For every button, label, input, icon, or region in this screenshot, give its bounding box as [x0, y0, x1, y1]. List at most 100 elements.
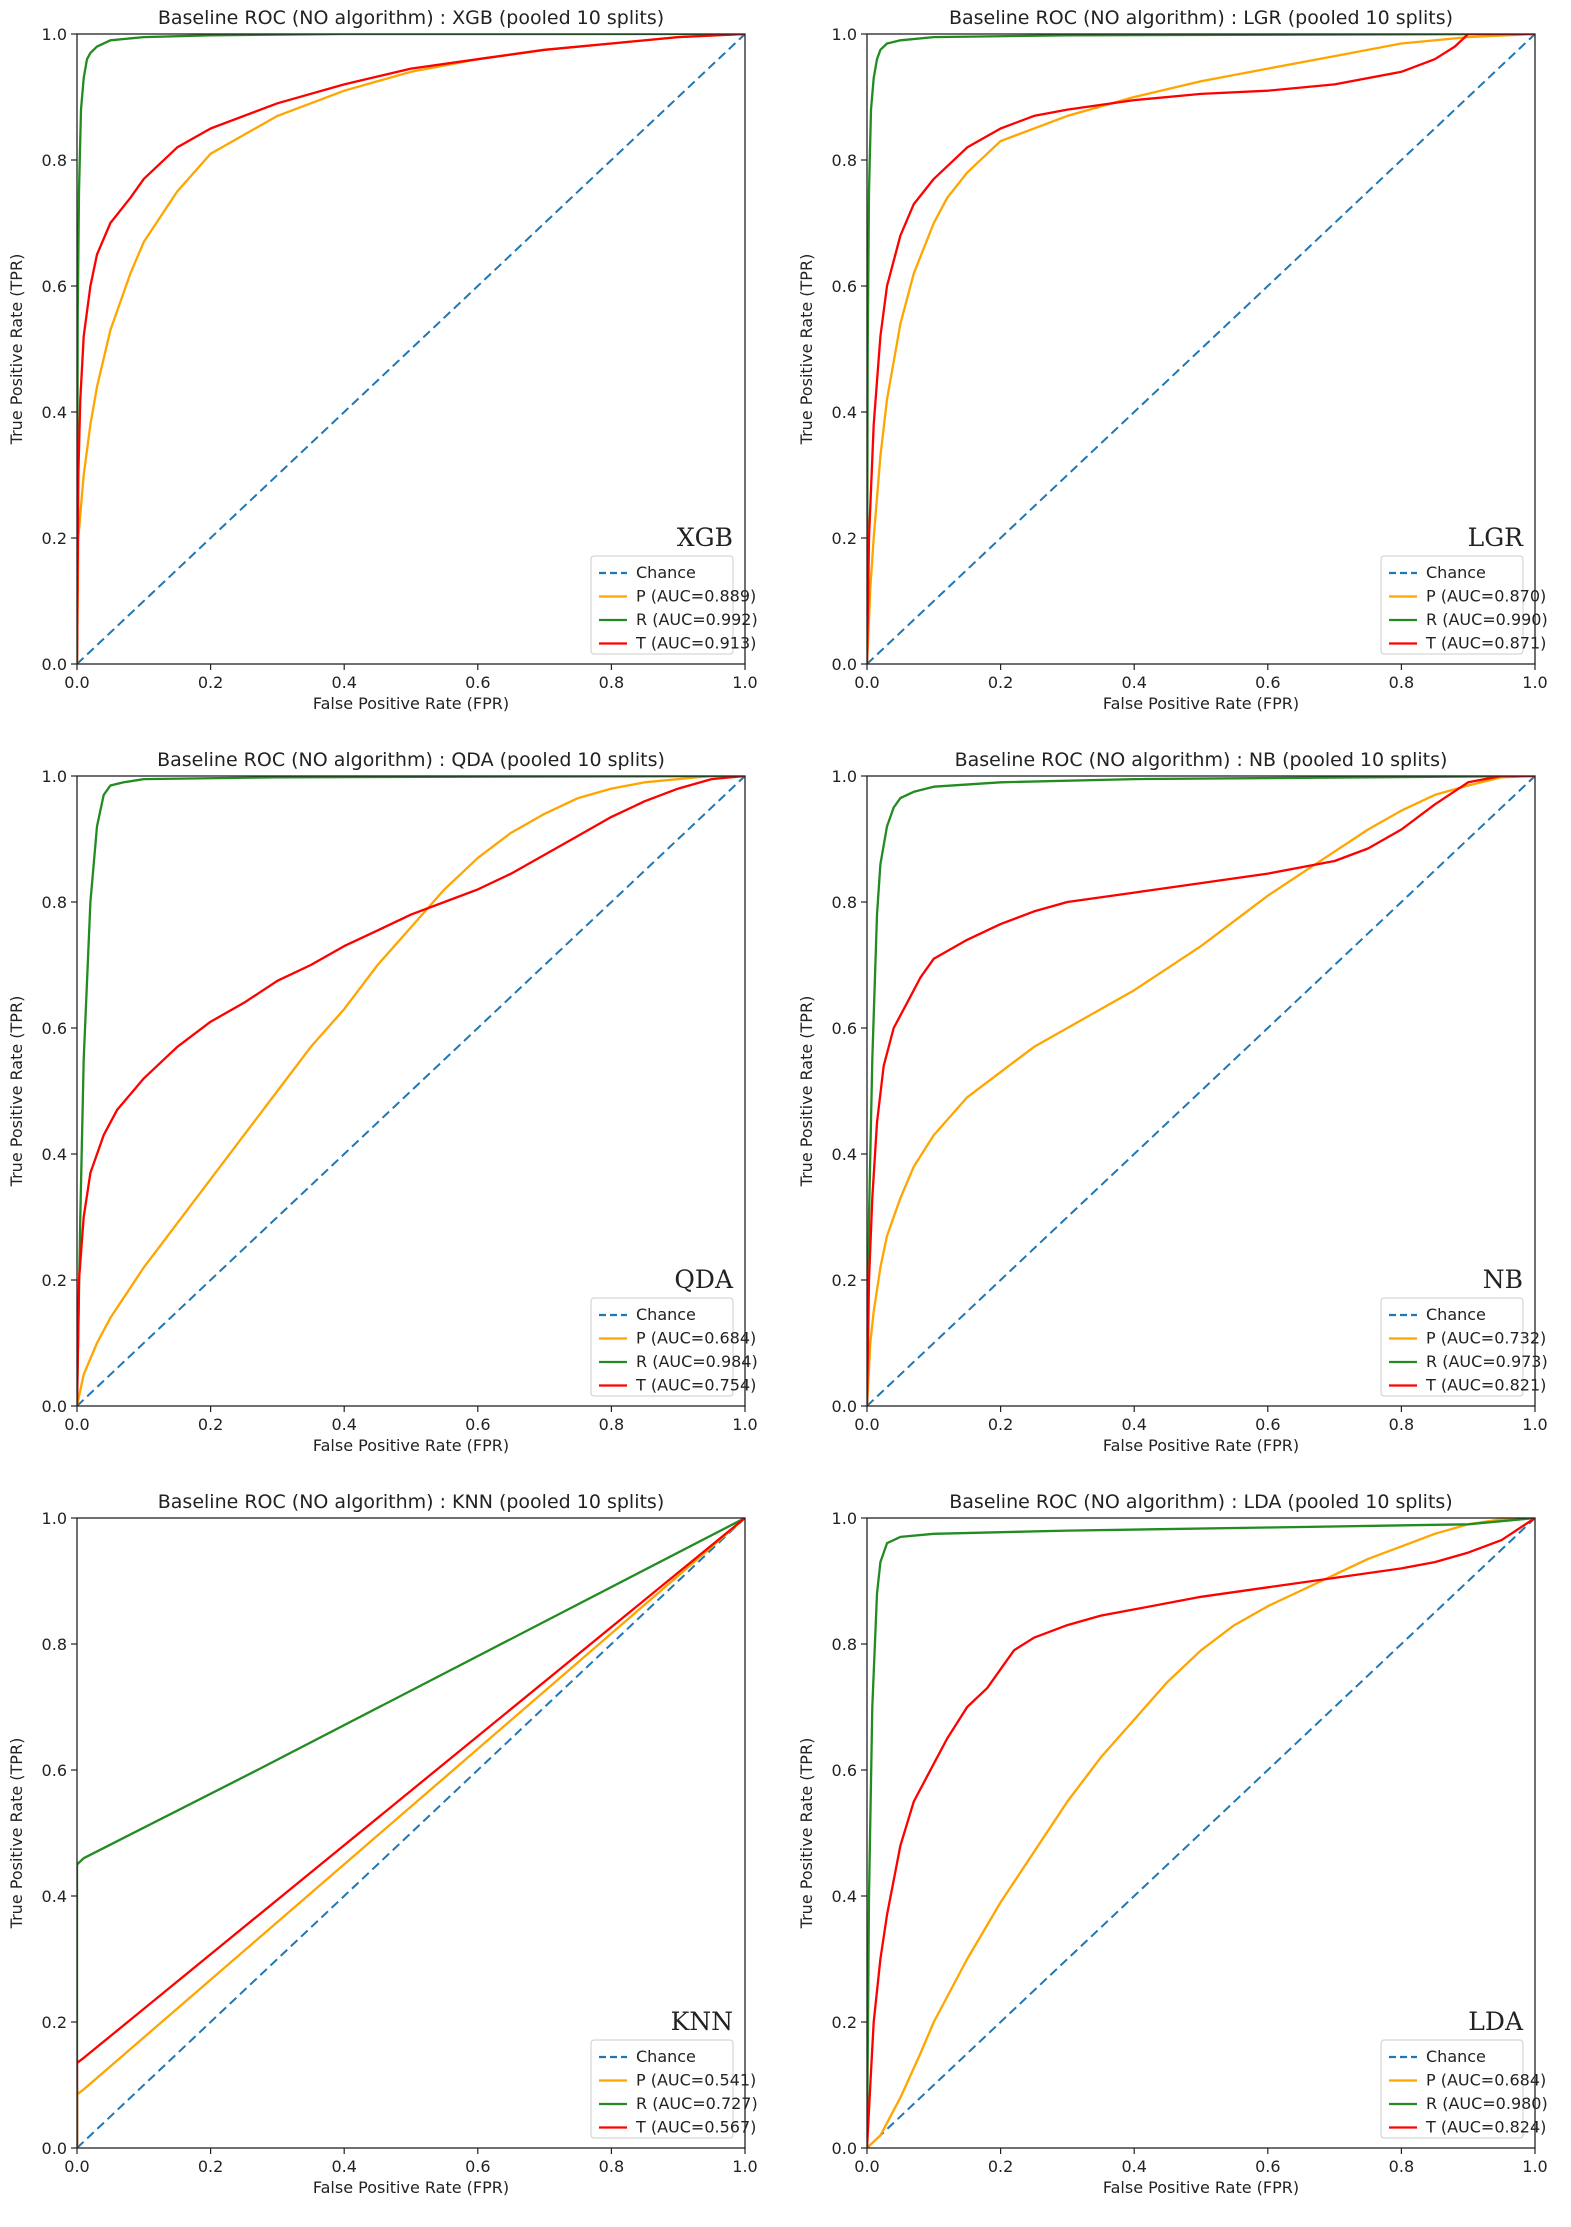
- legend: Chance P (AUC=0.870) R (AUC=0.990) T (AUC=0…: [1380, 555, 1548, 655]
- plot-frame: [866, 775, 1536, 1407]
- chart-title: Baseline ROC (NO algorithm) : NB (pooled…: [955, 749, 1448, 771]
- roc-chart-svg: Baseline ROC (NO algorithm) : QDA (poole…: [7, 749, 758, 1455]
- legend-entry: R (AUC=0.990): [1426, 610, 1548, 629]
- legend: Chance P (AUC=0.684) R (AUC=0.980) T (AUC=0…: [1380, 2039, 1548, 2139]
- x-tick-label: 0.0: [64, 2157, 89, 2176]
- legend-box: [1380, 1297, 1524, 1397]
- model-label: NB: [1483, 1265, 1523, 1294]
- x-tick-label: 0.8: [1389, 2157, 1414, 2176]
- chart-title: Baseline ROC (NO algorithm) : QDA (poole…: [157, 749, 665, 771]
- y-tick-label: 0.6: [832, 277, 857, 296]
- y-tick-label: 0.2: [832, 529, 857, 548]
- x-axis-label: False Positive Rate (FPR): [313, 694, 509, 713]
- legend-entry: T (AUC=0.913): [635, 634, 756, 653]
- y-tick-label: 0.6: [42, 1761, 67, 1780]
- x-tick-label: 0.8: [1389, 1415, 1414, 1434]
- legend: Chance P (AUC=0.732) R (AUC=0.973) T (AUC=0…: [1380, 1297, 1548, 1397]
- y-tick-label: 0.4: [832, 1145, 857, 1164]
- series-line-p: [867, 34, 1535, 664]
- legend-entry: R (AUC=0.727): [636, 2094, 758, 2113]
- legend-box: [1380, 555, 1524, 655]
- plot-frame: [866, 33, 1536, 665]
- plot-frame: [866, 1517, 1536, 2149]
- legend-entry: T (AUC=0.567): [635, 2118, 756, 2137]
- y-tick-label: 0.6: [832, 1019, 857, 1038]
- y-tick-label: 0.2: [42, 2013, 67, 2032]
- x-tick-label: 0.6: [1255, 2157, 1280, 2176]
- model-label: KNN: [671, 2007, 733, 2036]
- legend-entry: Chance: [1426, 1305, 1486, 1324]
- series-line-p: [77, 776, 745, 1406]
- y-tick-label: 0.0: [832, 1397, 857, 1416]
- y-tick-label: 0.6: [42, 1019, 67, 1038]
- x-tick-label: 0.4: [1121, 673, 1146, 692]
- x-tick-label: 0.2: [198, 2157, 223, 2176]
- y-tick-label: 0.4: [832, 403, 857, 422]
- x-tick-label: 0.2: [988, 2157, 1013, 2176]
- series-line-p: [867, 776, 1535, 1406]
- y-tick-label: 1.0: [832, 1509, 857, 1528]
- model-label: XGB: [677, 523, 733, 552]
- legend-entry: T (AUC=0.821): [1425, 1376, 1546, 1395]
- x-tick-label: 0.6: [1255, 1415, 1280, 1434]
- y-axis-label: True Positive Rate (TPR): [7, 1738, 26, 1930]
- chart-title: Baseline ROC (NO algorithm) : XGB (poole…: [158, 7, 664, 29]
- series-line-r: [77, 34, 745, 664]
- y-tick-label: 0.8: [42, 151, 67, 170]
- roc-panel-lda: Baseline ROC (NO algorithm) : LDA (poole…: [790, 1484, 1571, 2226]
- plot-frame: [76, 775, 746, 1407]
- y-tick-label: 0.6: [42, 277, 67, 296]
- y-tick-label: 0.4: [42, 1887, 67, 1906]
- legend-entry: Chance: [1426, 563, 1486, 582]
- x-tick-label: 0.8: [599, 1415, 624, 1434]
- x-tick-label: 0.4: [331, 1415, 356, 1434]
- x-tick-label: 1.0: [1522, 673, 1547, 692]
- y-tick-label: 1.0: [832, 25, 857, 44]
- legend-entry: T (AUC=0.824): [1425, 2118, 1546, 2137]
- x-tick-label: 0.6: [1255, 673, 1280, 692]
- y-axis-label: True Positive Rate (TPR): [7, 254, 26, 446]
- y-tick-label: 0.0: [42, 1397, 67, 1416]
- legend-box: [590, 555, 734, 655]
- legend-entry: R (AUC=0.992): [636, 610, 758, 629]
- legend-entry: P (AUC=0.889): [636, 587, 756, 606]
- y-tick-label: 0.8: [832, 151, 857, 170]
- y-tick-label: 1.0: [832, 767, 857, 786]
- y-tick-label: 0.4: [42, 1145, 67, 1164]
- roc-panel-nb: Baseline ROC (NO algorithm) : NB (pooled…: [790, 742, 1571, 1484]
- legend-entry: R (AUC=0.984): [636, 1352, 758, 1371]
- y-tick-label: 0.0: [42, 655, 67, 674]
- model-label: QDA: [674, 1265, 734, 1294]
- x-tick-label: 0.2: [198, 673, 223, 692]
- x-tick-label: 0.2: [198, 1415, 223, 1434]
- x-tick-label: 1.0: [732, 2157, 757, 2176]
- y-axis-label: True Positive Rate (TPR): [797, 996, 816, 1188]
- chart-title: Baseline ROC (NO algorithm) : LDA (poole…: [949, 1491, 1452, 1513]
- series-line-t: [867, 776, 1535, 1406]
- y-tick-label: 0.8: [832, 1635, 857, 1654]
- legend-entry: P (AUC=0.684): [1426, 2071, 1546, 2090]
- roc-panel-lgr: Baseline ROC (NO algorithm) : LGR (poole…: [790, 0, 1571, 742]
- series-line-r: [867, 1518, 1535, 2148]
- model-label: LDA: [1468, 2007, 1524, 2036]
- x-tick-label: 0.4: [1121, 1415, 1146, 1434]
- y-tick-label: 0.0: [42, 2139, 67, 2158]
- y-tick-label: 0.6: [832, 1761, 857, 1780]
- roc-chart-svg: Baseline ROC (NO algorithm) : XGB (poole…: [7, 7, 758, 713]
- legend-entry: P (AUC=0.684): [636, 1329, 756, 1348]
- y-tick-label: 0.2: [832, 1271, 857, 1290]
- y-tick-label: 0.8: [42, 893, 67, 912]
- model-label: LGR: [1468, 523, 1525, 552]
- x-tick-label: 1.0: [732, 1415, 757, 1434]
- series-line-p: [867, 1518, 1535, 2148]
- x-tick-label: 0.4: [1121, 2157, 1146, 2176]
- x-axis-label: False Positive Rate (FPR): [1103, 1436, 1299, 1455]
- x-axis-label: False Positive Rate (FPR): [313, 2178, 509, 2197]
- x-tick-label: 0.4: [331, 673, 356, 692]
- roc-panel-qda: Baseline ROC (NO algorithm) : QDA (poole…: [0, 742, 785, 1484]
- x-tick-label: 0.6: [465, 1415, 490, 1434]
- legend-entry: P (AUC=0.870): [1426, 587, 1546, 606]
- legend-box: [590, 1297, 734, 1397]
- series-line-t: [77, 34, 745, 664]
